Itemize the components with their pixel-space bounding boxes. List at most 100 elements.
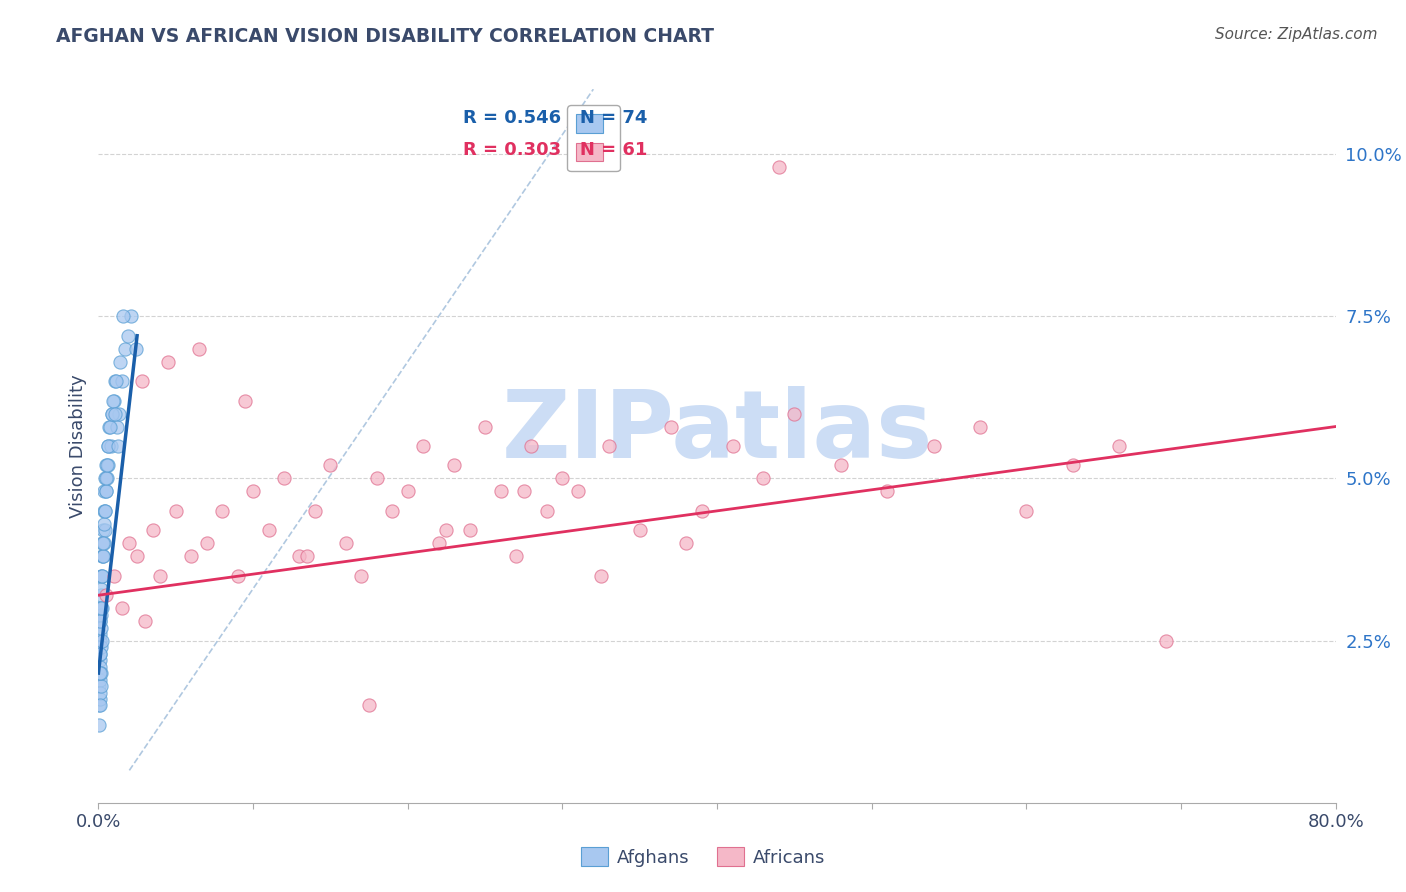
Point bbox=[335, 536, 357, 550]
Point bbox=[304, 504, 326, 518]
Point bbox=[474, 419, 496, 434]
Point bbox=[91, 549, 114, 564]
Point bbox=[89, 627, 111, 641]
Point bbox=[89, 614, 111, 628]
Point bbox=[134, 614, 156, 628]
Point bbox=[89, 685, 111, 699]
Point bbox=[257, 524, 280, 538]
Point bbox=[91, 568, 114, 582]
Legend: , : , bbox=[567, 105, 620, 171]
Point bbox=[131, 374, 153, 388]
Point bbox=[288, 549, 311, 564]
Point bbox=[111, 374, 132, 388]
Point bbox=[104, 407, 127, 421]
Point bbox=[93, 516, 115, 531]
Point bbox=[105, 419, 128, 434]
Point bbox=[94, 484, 117, 499]
Point bbox=[100, 407, 122, 421]
Point bbox=[100, 439, 122, 453]
Text: ZIPatlas: ZIPatlas bbox=[502, 385, 932, 478]
Point bbox=[120, 310, 142, 324]
Point bbox=[93, 536, 115, 550]
Point bbox=[127, 549, 149, 564]
Point bbox=[273, 471, 295, 485]
Text: Source: ZipAtlas.com: Source: ZipAtlas.com bbox=[1215, 27, 1378, 42]
Point bbox=[90, 582, 112, 596]
Y-axis label: Vision Disability: Vision Disability bbox=[69, 374, 87, 518]
Point bbox=[93, 484, 115, 499]
Point bbox=[96, 458, 118, 473]
Point bbox=[195, 536, 218, 550]
Point bbox=[628, 524, 651, 538]
Text: R = 0.546   N = 74: R = 0.546 N = 74 bbox=[464, 110, 648, 128]
Point bbox=[89, 718, 111, 732]
Point bbox=[1108, 439, 1130, 453]
Point bbox=[112, 310, 135, 324]
Point bbox=[443, 458, 465, 473]
Point bbox=[149, 568, 172, 582]
Point bbox=[93, 536, 115, 550]
Point bbox=[89, 647, 111, 661]
Point bbox=[117, 328, 139, 343]
Point bbox=[89, 647, 111, 661]
Point bbox=[969, 419, 991, 434]
Point bbox=[97, 458, 120, 473]
Point bbox=[124, 342, 146, 356]
Point bbox=[1154, 633, 1177, 648]
Point bbox=[551, 471, 574, 485]
Point bbox=[721, 439, 744, 453]
Point bbox=[91, 568, 114, 582]
Point bbox=[98, 419, 121, 434]
Point bbox=[319, 458, 342, 473]
Point bbox=[690, 504, 713, 518]
Point bbox=[90, 549, 112, 564]
Point bbox=[458, 524, 481, 538]
Point bbox=[141, 524, 165, 538]
Point bbox=[90, 568, 112, 582]
Point bbox=[89, 698, 111, 713]
Point bbox=[97, 439, 120, 453]
Point bbox=[752, 471, 775, 485]
Point bbox=[922, 439, 945, 453]
Point bbox=[436, 524, 458, 538]
Point bbox=[94, 471, 117, 485]
Point bbox=[90, 666, 112, 681]
Point bbox=[89, 673, 111, 687]
Point bbox=[591, 568, 613, 582]
Text: AFGHAN VS AFRICAN VISION DISABILITY CORRELATION CHART: AFGHAN VS AFRICAN VISION DISABILITY CORR… bbox=[56, 27, 714, 45]
Point bbox=[94, 484, 117, 499]
Point bbox=[91, 536, 114, 550]
Point bbox=[90, 621, 112, 635]
Point bbox=[111, 601, 132, 615]
Point bbox=[350, 568, 373, 582]
Point bbox=[103, 568, 125, 582]
Point bbox=[768, 160, 790, 174]
Point bbox=[108, 354, 131, 368]
Point bbox=[89, 698, 111, 713]
Point bbox=[89, 653, 111, 667]
Point bbox=[96, 471, 118, 485]
Point bbox=[783, 407, 806, 421]
Point bbox=[94, 504, 117, 518]
Point bbox=[180, 549, 202, 564]
Point bbox=[101, 393, 124, 408]
Point bbox=[412, 439, 434, 453]
Point bbox=[396, 484, 419, 499]
Point bbox=[536, 504, 558, 518]
Point bbox=[89, 633, 111, 648]
Point bbox=[489, 484, 512, 499]
Point bbox=[157, 354, 180, 368]
Point bbox=[89, 666, 111, 681]
Point bbox=[598, 439, 620, 453]
Point bbox=[211, 504, 233, 518]
Point bbox=[188, 342, 211, 356]
Legend: Afghans, Africans: Afghans, Africans bbox=[574, 840, 832, 874]
Point bbox=[427, 536, 450, 550]
Point bbox=[675, 536, 697, 550]
Point bbox=[90, 601, 112, 615]
Point bbox=[297, 549, 319, 564]
Point bbox=[520, 439, 543, 453]
Point bbox=[366, 471, 388, 485]
Point bbox=[114, 342, 136, 356]
Point bbox=[103, 393, 125, 408]
